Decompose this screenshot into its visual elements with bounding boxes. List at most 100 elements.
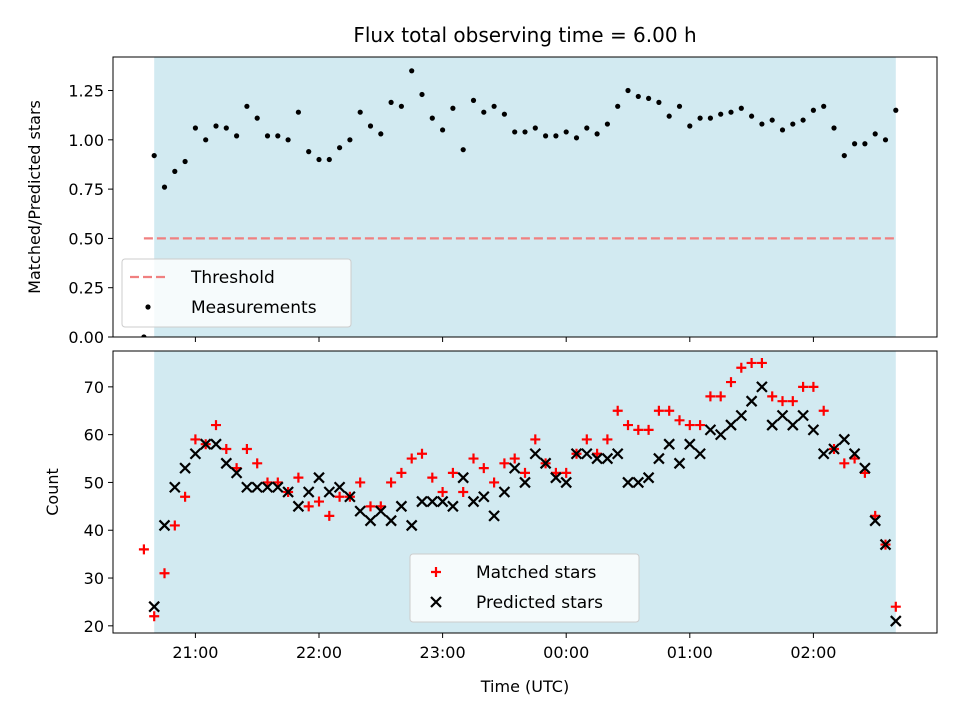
- y-tick-label: 60: [84, 426, 104, 445]
- data-point: [707, 115, 714, 121]
- data-point: [161, 184, 168, 190]
- data-point: [591, 452, 603, 465]
- data-point: [334, 491, 345, 502]
- data-point: [149, 611, 160, 622]
- data-point: [190, 434, 201, 445]
- data-point: [365, 501, 376, 512]
- x-tick-label: 01:00: [667, 643, 713, 662]
- data-point: [695, 420, 706, 431]
- legend-item: Threshold: [130, 268, 275, 288]
- data-point: [776, 409, 789, 422]
- data-point: [601, 452, 614, 465]
- legend-swatch: [430, 596, 442, 608]
- series-predicted-stars: [148, 381, 902, 627]
- legend-item: Predicted stars: [430, 593, 603, 613]
- y-axis-label: Matched/Predicted stars: [25, 100, 44, 294]
- count-panel: 20 30 40 50 60 70 21:00 22:00 23:00 00:00 01:00 02:…: [43, 350, 938, 696]
- data-point: [573, 135, 580, 141]
- data-point: [756, 357, 767, 368]
- data-point: [697, 115, 703, 121]
- data-point: [282, 486, 294, 498]
- data-point: [398, 103, 404, 109]
- data-point: [715, 391, 726, 402]
- data-point: [355, 477, 366, 488]
- data-point: [426, 495, 439, 508]
- y-tick-label: 0.00: [68, 328, 104, 347]
- data-point: [611, 447, 624, 460]
- data-point: [684, 420, 695, 431]
- data-point: [882, 137, 889, 143]
- data-point: [821, 103, 827, 109]
- data-point: [581, 447, 593, 460]
- x-tick-label: 22:00: [296, 643, 342, 662]
- data-point: [499, 458, 510, 469]
- data-point: [777, 396, 788, 407]
- data-point: [749, 113, 755, 119]
- data-point: [522, 129, 528, 135]
- data-point: [467, 495, 480, 508]
- data-point: [447, 467, 458, 478]
- data-point: [705, 391, 716, 402]
- data-point: [419, 91, 425, 98]
- data-point: [839, 458, 850, 469]
- data-point: [714, 428, 727, 441]
- y-tick-label: 50: [84, 473, 104, 492]
- data-point: [316, 156, 322, 163]
- data-point: [532, 125, 538, 131]
- data-point: [642, 471, 655, 484]
- data-point: [653, 452, 665, 465]
- data-point: [612, 405, 623, 416]
- data-point: [694, 447, 706, 460]
- data-point: [769, 117, 775, 123]
- data-point: [656, 99, 662, 105]
- data-point: [673, 457, 686, 470]
- data-point: [736, 362, 747, 373]
- series-matched-stars: [138, 357, 901, 622]
- data-point: [859, 462, 871, 474]
- data-point: [252, 458, 263, 469]
- data-point: [313, 471, 325, 484]
- y-tick-label: 20: [84, 617, 104, 636]
- plot-area: [138, 357, 902, 627]
- data-point: [563, 129, 569, 135]
- data-point: [220, 457, 233, 470]
- chart-title: Flux total observing time = 6.00 h: [353, 23, 696, 47]
- y-axis-label: Count: [43, 468, 62, 516]
- data-point: [756, 381, 768, 393]
- data-point: [385, 514, 397, 527]
- data-point: [807, 424, 820, 436]
- data-point: [704, 424, 717, 436]
- data-point: [766, 419, 778, 431]
- data-point: [594, 131, 600, 137]
- data-point: [543, 133, 549, 139]
- data-point: [470, 97, 477, 103]
- legend: Matched stars Predicted stars: [409, 553, 640, 623]
- data-point: [800, 117, 806, 123]
- data-point: [417, 448, 427, 459]
- data-point: [429, 115, 435, 121]
- data-point: [625, 87, 631, 94]
- data-point: [738, 105, 744, 111]
- data-point: [440, 127, 446, 133]
- data-point: [295, 109, 301, 115]
- data-point: [848, 447, 861, 460]
- data-point: [478, 463, 489, 474]
- data-point: [189, 447, 202, 460]
- data-point: [539, 457, 552, 470]
- y-tick-label: 1.25: [68, 82, 104, 101]
- y-tick-label: 1.00: [68, 131, 104, 150]
- y-tick-label: 30: [84, 569, 104, 588]
- legend-label: Matched stars: [476, 563, 596, 583]
- data-point: [841, 152, 847, 159]
- y-tick-label: 0.75: [68, 180, 104, 199]
- data-point: [879, 538, 892, 551]
- data-point: [520, 467, 530, 478]
- data-point: [869, 514, 881, 527]
- legend-item: Matched stars: [431, 563, 596, 583]
- data-point: [405, 519, 418, 532]
- data-point: [292, 500, 305, 513]
- data-point: [787, 419, 799, 431]
- data-point: [643, 424, 654, 435]
- data-point: [674, 415, 685, 426]
- data-point: [437, 487, 448, 497]
